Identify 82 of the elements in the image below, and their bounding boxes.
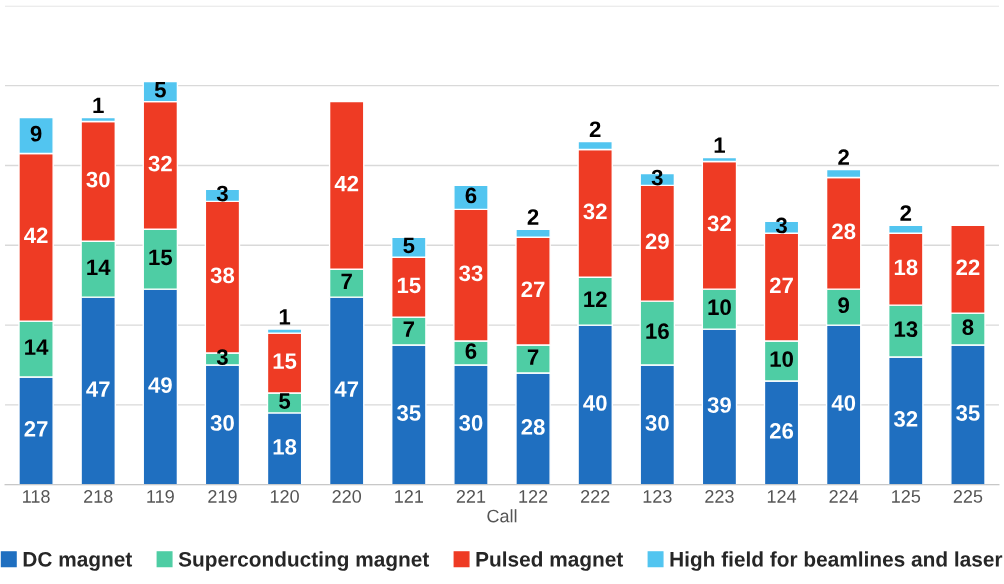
x-tick-label: 124 (767, 490, 797, 503)
data-label: 3 (216, 185, 228, 202)
data-label: 27 (24, 421, 48, 437)
data-label: 10 (770, 351, 793, 367)
x-tick-label: 120 (270, 490, 299, 503)
data-label: 28 (521, 419, 545, 435)
x-tick-label: 221 (456, 490, 486, 503)
data-label: 16 (646, 323, 669, 340)
data-label: 49 (148, 377, 172, 393)
data-label: 32 (707, 215, 731, 232)
data-label: 30 (459, 415, 483, 431)
data-label: 40 (831, 395, 856, 411)
x-tick-label: 123 (643, 490, 672, 503)
data-label: 26 (769, 423, 794, 439)
data-label: 14 (25, 339, 49, 355)
data-label: 5 (279, 393, 291, 409)
x-tick-label: 220 (332, 490, 362, 503)
data-label: 10 (708, 299, 731, 316)
data-label: 18 (894, 259, 918, 276)
data-label: 2 (527, 209, 539, 225)
data-label: 27 (769, 277, 793, 293)
data-label: 7 (403, 321, 415, 337)
x-tick-label: 118 (23, 490, 50, 503)
data-label: 9 (838, 297, 850, 314)
data-label: 13 (894, 321, 918, 338)
x-tick-label: 222 (581, 490, 610, 503)
legend-label: DC magnet (23, 551, 133, 571)
data-label: 29 (645, 233, 669, 250)
legend-label: Superconducting magnet (178, 551, 430, 571)
data-label: 22 (956, 259, 980, 275)
data-label: 2 (900, 205, 912, 221)
legend-label: Pulsed magnet (476, 551, 624, 571)
x-tick-label: 219 (208, 490, 237, 503)
data-label: 40 (583, 395, 607, 411)
data-label: 47 (86, 381, 110, 397)
legend-label: High field for beamlines and laser (670, 551, 1003, 571)
data-label: 28 (832, 223, 856, 240)
x-tick-label: 225 (953, 490, 983, 503)
x-tick-label: 125 (892, 490, 921, 503)
x-tick-label: 218 (84, 490, 113, 503)
data-label: 7 (527, 349, 539, 365)
data-label: 1 (279, 309, 291, 325)
data-label: 32 (893, 411, 918, 427)
data-label: 14 (87, 259, 111, 275)
data-label: 33 (459, 265, 483, 282)
data-label: 47 (334, 381, 359, 397)
data-label: 39 (707, 397, 731, 413)
data-label: 15 (397, 277, 421, 294)
x-tick-label: 224 (829, 490, 859, 503)
data-label: 7 (341, 273, 352, 289)
data-label: 6 (465, 343, 477, 359)
data-label: 42 (24, 227, 48, 244)
x-tick-label: 223 (705, 490, 734, 503)
x-tick-label: 121 (395, 490, 423, 503)
data-label: 32 (148, 155, 172, 172)
data-label: 27 (521, 281, 545, 297)
x-tick-label: 122 (519, 490, 548, 503)
data-label: 8 (962, 319, 974, 336)
data-label: 18 (273, 439, 297, 455)
data-label: 1 (714, 137, 725, 153)
x-tick-label: 119 (147, 490, 174, 503)
data-label: 2 (838, 149, 849, 165)
data-label: 15 (149, 249, 173, 266)
data-label: 2 (589, 121, 601, 137)
data-label: 30 (210, 415, 234, 431)
data-label: 15 (273, 353, 297, 369)
data-label: 38 (210, 267, 235, 284)
data-label: 42 (334, 175, 359, 192)
data-label: 12 (584, 291, 607, 307)
data-label: 1 (93, 97, 104, 113)
data-label: 32 (583, 203, 607, 220)
data-label: 3 (651, 169, 663, 186)
data-label: 35 (956, 405, 980, 421)
x-axis-title: Call (487, 509, 517, 523)
data-label: 5 (403, 237, 415, 254)
data-label: 5 (154, 82, 166, 98)
data-label: 30 (645, 415, 669, 431)
data-label: 30 (86, 171, 110, 188)
data-label: 35 (396, 405, 421, 421)
data-label: 6 (465, 187, 477, 204)
data-label: 3 (775, 217, 787, 234)
data-label: 9 (30, 125, 42, 142)
